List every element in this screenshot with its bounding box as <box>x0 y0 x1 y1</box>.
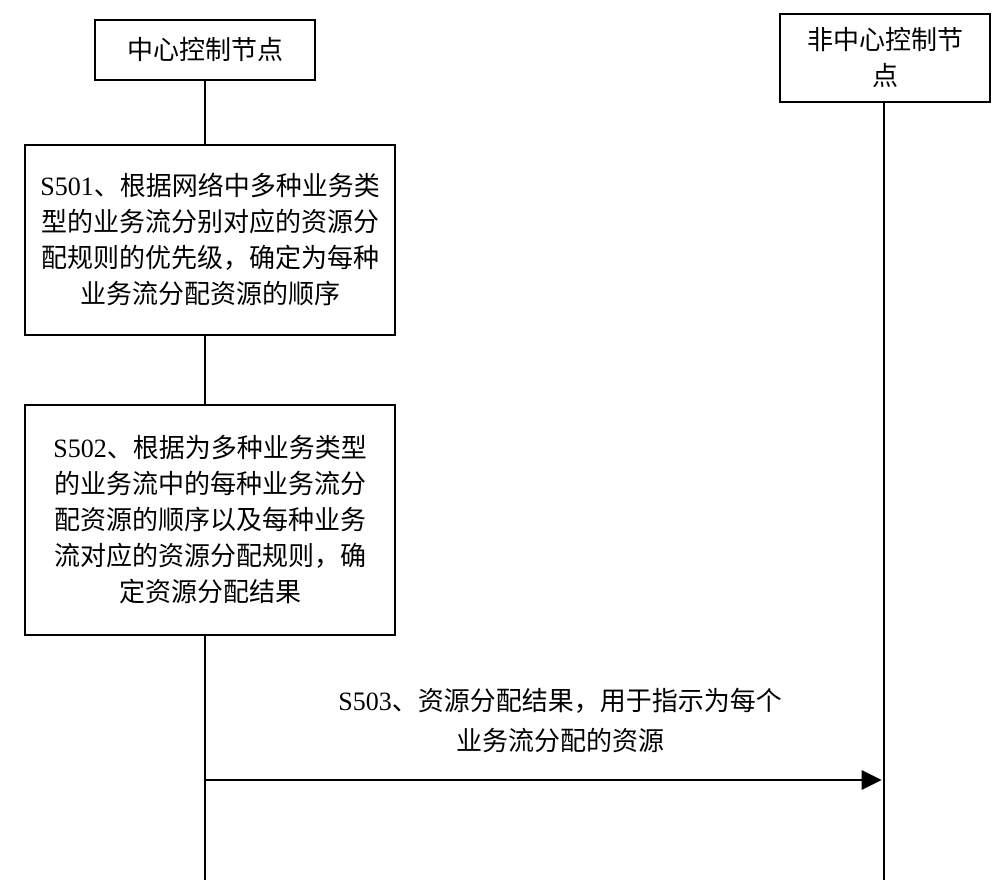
message-label-s503: S503、资源分配结果，用于指示为每个业务流分配的资源 <box>338 687 781 756</box>
message-s503: S503、资源分配结果，用于指示为每个业务流分配的资源 <box>205 687 880 780</box>
sequence-diagram: 中心控制节点 非中心控制节点 S501、根据网络中多种业务类型的业务流分别对应的资… <box>0 0 1000 890</box>
step-s502: S502、根据为多种业务类型的业务流中的每种业务流分配资源的顺序以及每种业务流对… <box>25 405 395 635</box>
step-s501: S501、根据网络中多种业务类型的业务流分别对应的资源分配规则的优先级，确定为每… <box>25 145 395 335</box>
lane-noncenter: 非中心控制节点 <box>780 14 990 880</box>
lane-header-label-center: 中心控制节点 <box>127 36 283 65</box>
